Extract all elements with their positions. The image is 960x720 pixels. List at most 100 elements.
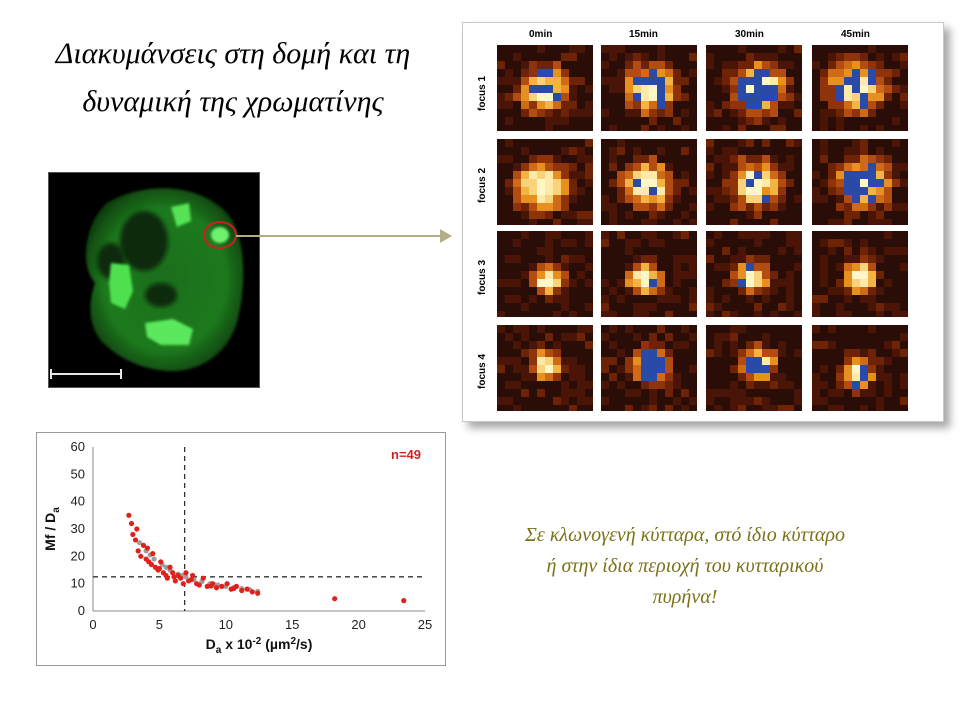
chromatin-focus-selected [211, 227, 229, 243]
saturated-pixel [844, 77, 852, 85]
saturated-pixel [844, 171, 852, 179]
chromatin-focus [171, 203, 191, 227]
data-point [151, 556, 157, 562]
data-point [200, 575, 206, 581]
data-point [190, 572, 196, 579]
data-point [239, 587, 245, 594]
saturated-pixel [641, 365, 649, 373]
saturated-pixel [868, 77, 876, 85]
saturated-pixel [852, 77, 860, 85]
saturated-pixel [657, 77, 665, 85]
saturated-pixel [657, 357, 665, 365]
saturated-pixel [545, 69, 553, 77]
saturated-pixel [836, 93, 844, 101]
saturated-pixel [657, 85, 665, 93]
heatmap-tile [812, 139, 908, 225]
data-point [136, 540, 143, 546]
heatmap-tile [601, 139, 697, 225]
data-point [170, 570, 176, 576]
saturated-pixel [876, 179, 884, 187]
y-tick-label: 40 [71, 494, 85, 509]
column-header: 30min [735, 29, 764, 40]
heatmap-tile [497, 231, 593, 317]
heatmap-tile [497, 139, 593, 225]
saturated-pixel [641, 77, 649, 85]
y-tick-label: 10 [71, 576, 85, 591]
data-point [401, 598, 407, 604]
heatmap-tile [706, 231, 802, 317]
saturated-pixel [537, 85, 545, 93]
x-tick-label: 5 [156, 617, 163, 632]
saturated-pixel [868, 163, 876, 171]
y-tick-label: 50 [71, 466, 85, 481]
y-axis-label: Mf / Da [42, 507, 62, 551]
saturated-pixel [738, 93, 746, 101]
saturated-pixel [762, 195, 770, 203]
saturated-pixel [738, 77, 746, 85]
saturated-pixel [868, 171, 876, 179]
saturated-pixel [649, 77, 657, 85]
heatmap-tile [812, 231, 908, 317]
saturated-pixel [641, 357, 649, 365]
data-point [249, 589, 255, 595]
saturated-pixel [633, 179, 641, 187]
saturated-pixel [852, 381, 860, 389]
saturated-pixel [746, 263, 754, 271]
saturated-pixel [852, 179, 860, 187]
saturated-pixel [649, 373, 657, 381]
column-header: 45min [841, 29, 870, 40]
x-tick-label: 15 [285, 617, 299, 632]
data-point [150, 551, 156, 557]
data-point [140, 542, 147, 548]
heatmap-tile [601, 45, 697, 131]
saturated-pixel [649, 279, 657, 287]
saturated-pixel [746, 93, 754, 101]
data-point [135, 548, 141, 554]
nucleolus-dark [120, 211, 168, 271]
saturated-pixel [746, 179, 754, 187]
data-point [126, 512, 132, 518]
data-point [156, 566, 162, 572]
data-point [167, 564, 173, 570]
saturated-pixel [860, 373, 868, 381]
data-point [183, 570, 189, 576]
data-point [134, 526, 140, 532]
saturated-pixel [738, 85, 746, 93]
row-header: focus 1 [477, 75, 488, 111]
saturated-pixel [852, 195, 860, 203]
data-point [178, 575, 184, 581]
saturated-pixel [657, 365, 665, 373]
saturated-pixel [844, 179, 852, 187]
heatmap-tile [497, 325, 593, 411]
arrow-head [440, 229, 452, 243]
saturated-pixel [754, 77, 762, 85]
column-header: 0min [529, 29, 553, 40]
saturated-pixel [852, 69, 860, 77]
saturated-pixel [762, 69, 770, 77]
y-tick-label: 60 [71, 439, 85, 454]
saturated-pixel [754, 171, 762, 179]
heatmap-tile [706, 45, 802, 131]
saturated-pixel [633, 77, 641, 85]
data-point [158, 559, 164, 565]
saturated-pixel [860, 365, 868, 373]
data-point [171, 574, 177, 580]
data-point [138, 553, 144, 559]
data-point [183, 574, 189, 580]
saturated-pixel [762, 365, 770, 373]
saturated-pixel [641, 349, 649, 357]
data-point [144, 545, 151, 551]
x-tick-label: 25 [418, 617, 432, 632]
chromatin-focus [145, 319, 193, 345]
data-point [132, 537, 139, 543]
saturated-pixel [529, 85, 537, 93]
saturated-pixel [746, 365, 754, 373]
saturated-pixel [657, 101, 665, 109]
column-header: 15min [629, 29, 658, 40]
saturated-pixel [537, 69, 545, 77]
heatmap-tile [812, 45, 908, 131]
saturated-pixel [649, 349, 657, 357]
saturated-pixel [860, 171, 868, 179]
x-tick-label: 0 [89, 617, 96, 632]
saturated-pixel [649, 365, 657, 373]
